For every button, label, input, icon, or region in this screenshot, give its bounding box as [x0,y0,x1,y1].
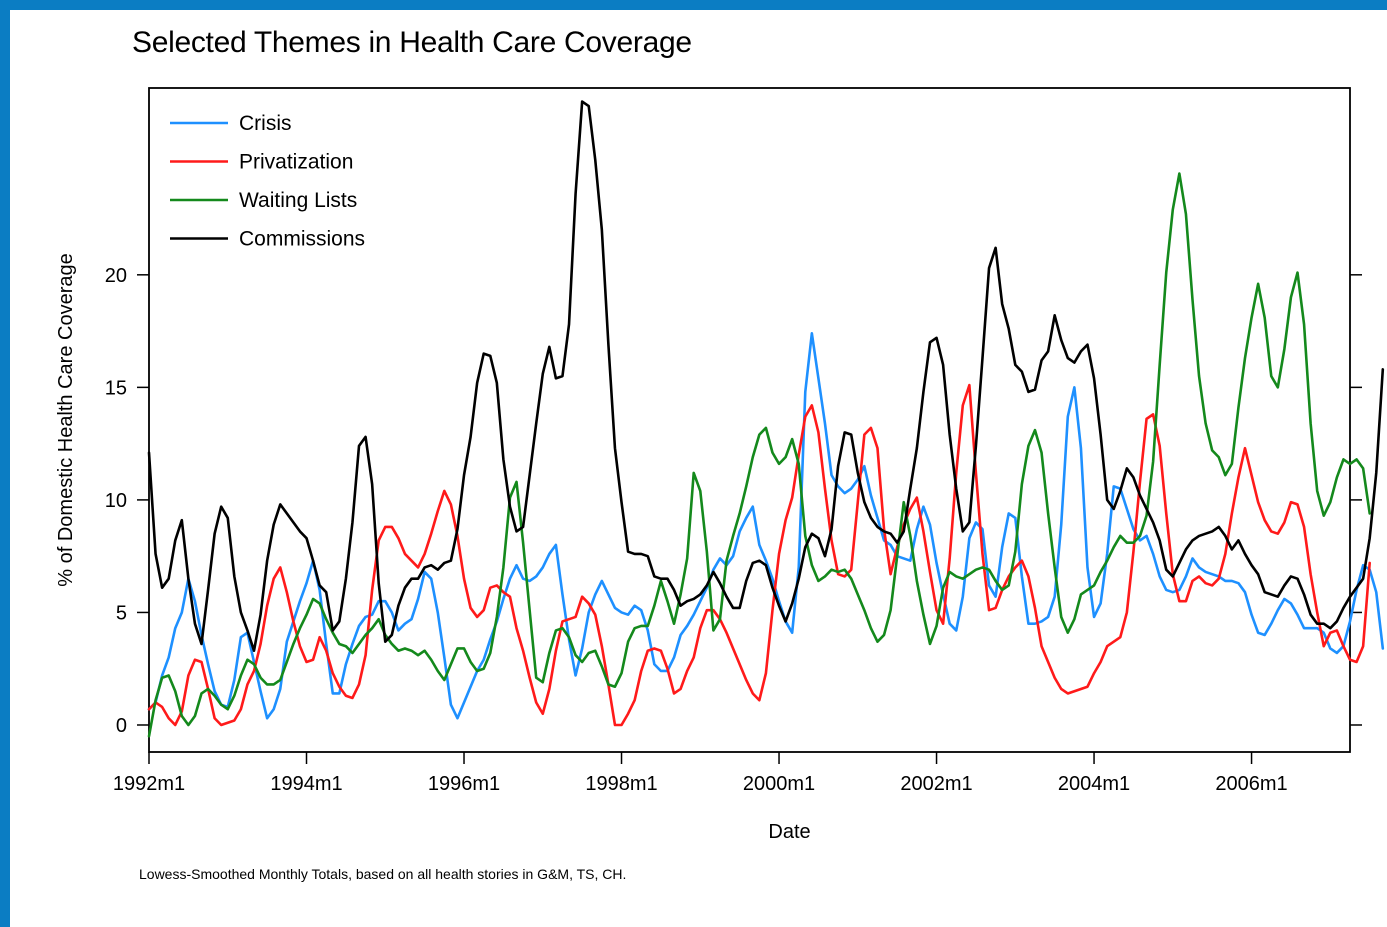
series-line-privatization [147,383,1371,727]
y-tick-label: 5 [116,602,127,624]
y-tick-label: 15 [105,377,127,399]
axes: 0 5 10 15 20 1992m1 1994m1 1996m1 1998m1 2000m1 20… [105,265,1362,795]
x-tick-label: 2000m1 [743,773,815,795]
legend-label: Waiting Lists [239,189,357,212]
legend: Crisis Privatization Waiting Lists Commissi… [170,112,365,251]
x-tick-label: 2006m1 [1215,773,1287,795]
legend-label: Commissions [239,228,365,251]
chart-footnote: Lowess-Smoothed Monthly Totals, based on… [139,866,627,882]
y-tick-label: 20 [105,265,127,287]
x-tick-label: 1994m1 [270,773,342,795]
x-tick-label: 1992m1 [113,773,185,795]
x-axis-label: Date [768,821,810,843]
y-tick-label: 0 [116,715,127,737]
x-tick-label: 2004m1 [1058,773,1130,795]
x-tick-label: 2002m1 [900,773,972,795]
y-tick-label: 10 [105,490,127,512]
series-line-waiting-lists [147,172,1371,738]
series-line-commissions [147,100,1385,653]
series-lines [147,100,1385,738]
legend-label: Privatization [239,151,353,174]
y-axis-label: % of Domestic Health Care Coverage [55,253,77,586]
chart-title: Selected Themes in Health Care Coverage [132,26,692,59]
x-tick-label: 1996m1 [428,773,500,795]
legend-label: Crisis [239,112,292,135]
x-tick-label: 1998m1 [585,773,657,795]
plot-area [148,87,1351,753]
